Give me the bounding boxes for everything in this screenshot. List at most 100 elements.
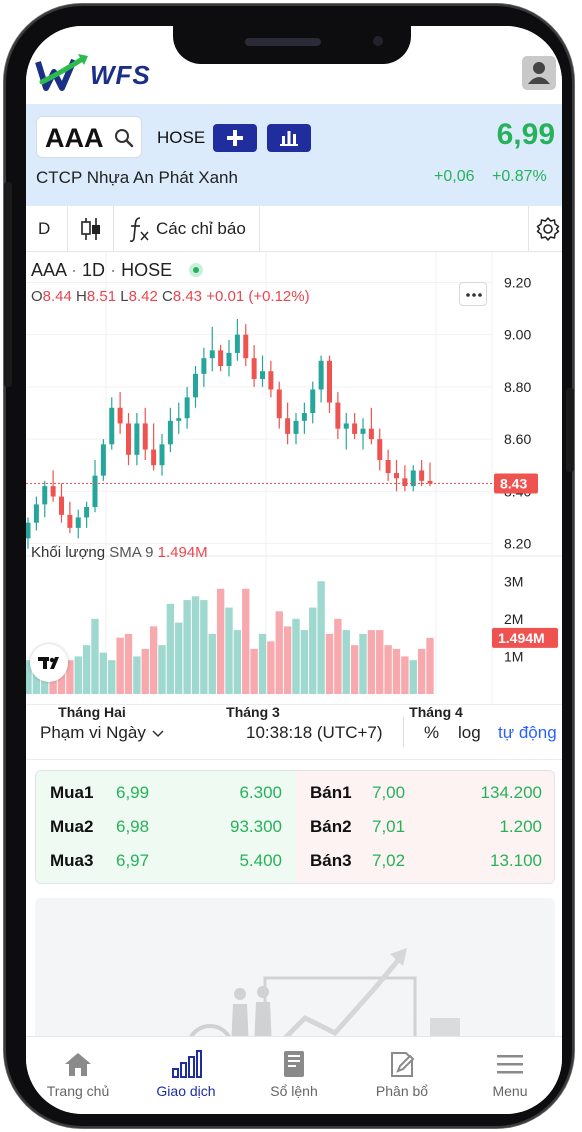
logo-text: WFS <box>90 60 151 90</box>
volume-bar <box>359 633 367 694</box>
chart-settings-button[interactable] <box>528 206 562 252</box>
candle-body <box>243 334 249 359</box>
sell-price: 7,02 <box>372 851 406 870</box>
volume-bar <box>325 633 334 694</box>
indicators-button[interactable]: Các chỉ báo <box>114 206 260 252</box>
indicators-label: Các chỉ báo <box>156 219 246 238</box>
bar-chart-icon <box>172 1050 202 1078</box>
nav-trading[interactable]: Giao dịch <box>134 1037 238 1114</box>
candle-body <box>176 418 182 421</box>
volume-bar <box>376 630 384 694</box>
chevron-down-icon <box>152 730 164 738</box>
volume-side-button <box>4 182 12 387</box>
candle-body <box>427 480 433 484</box>
volume-bar <box>384 645 392 694</box>
tradingview-logo[interactable] <box>30 644 68 682</box>
user-account-button[interactable] <box>522 56 556 90</box>
last-price-badge <box>494 473 538 494</box>
close-label: C <box>161 288 173 305</box>
volume-bar <box>350 645 359 694</box>
order-book: Mua1 6,99 6.300 Mua2 6,98 93.300 Mua3 6,… <box>35 770 555 884</box>
sell-row[interactable]: Bán2 7,01 1.200 <box>296 809 554 843</box>
buy-row[interactable]: Mua2 6,98 93.300 <box>36 809 296 843</box>
candle-body <box>402 478 408 487</box>
buy-side: Mua1 6,99 6.300 Mua2 6,98 93.300 Mua3 6,… <box>36 771 296 883</box>
price-chart[interactable]: 9.209.008.808.608.408.208.43 3M2M1M1.494… <box>26 252 562 720</box>
range-label: Phạm vi Ngày <box>40 723 146 742</box>
exchange-label: HOSE <box>157 128 206 147</box>
range-selector[interactable]: Phạm vi Ngày <box>26 705 176 761</box>
y-tick-label: 9.00 <box>504 327 531 343</box>
volume-bar <box>283 626 292 694</box>
user-icon <box>528 62 550 84</box>
volume-bar <box>208 633 216 694</box>
candle-body <box>352 423 358 434</box>
chart-more-button[interactable] <box>459 282 487 306</box>
buy-volume: 6.300 <box>239 783 282 802</box>
volume-bar <box>342 630 350 694</box>
close-value: 8.43 <box>172 288 203 305</box>
search-icon[interactable] <box>113 127 135 149</box>
candle-body <box>251 358 257 380</box>
candle-body <box>410 470 416 487</box>
home-icon <box>65 1053 91 1076</box>
interval-selector[interactable]: D <box>26 206 68 252</box>
legend-symbol: AAA <box>31 260 67 280</box>
candle-body <box>293 420 299 434</box>
sell-row[interactable]: Bán3 7,02 13.100 <box>296 843 554 877</box>
chart-canvas[interactable]: 9.209.008.808.608.408.208.43 3M2M1M1.494… <box>26 252 562 720</box>
sell-row[interactable]: Bán1 7,00 134.200 <box>296 775 554 809</box>
volume-tick-label: 2M <box>504 611 523 627</box>
candle-body <box>260 371 265 380</box>
candle-body <box>276 389 282 419</box>
ticker-search-box[interactable]: AAA <box>36 116 142 158</box>
volume-bar <box>392 648 401 694</box>
ohlc-readout: O8.44 H8.51 L8.42 C8.43 +0.01 (+0.12%) <box>31 288 310 305</box>
volume-bar <box>267 641 275 694</box>
sell-price: 7,00 <box>372 783 406 802</box>
phone-frame: WFS AAA HOSE <box>4 4 574 1128</box>
nav-label-home: Trang chủ <box>46 1083 110 1099</box>
candle-body <box>75 517 81 528</box>
volume-bar <box>191 596 200 694</box>
auto-scale-toggle[interactable]: tự động <box>498 723 557 742</box>
nav-allocation[interactable]: Phân bổ <box>350 1037 454 1114</box>
volume-bar <box>233 630 242 694</box>
candle-body <box>167 420 173 445</box>
candle-body <box>92 475 98 507</box>
candle-body <box>109 407 115 445</box>
volume-bar <box>175 622 183 694</box>
volume-tick-label: 1M <box>504 648 523 664</box>
price-change: +0,06 <box>434 168 475 185</box>
allocation-icon <box>391 1052 415 1077</box>
buy-level-label: Mua3 <box>50 851 94 870</box>
volume-bar <box>258 633 267 694</box>
y-tick-label: 8.20 <box>504 536 531 552</box>
buy-row[interactable]: Mua3 6,97 5.400 <box>36 843 296 877</box>
candle-body <box>234 334 240 353</box>
volume-tick-label: 3M <box>504 573 523 589</box>
log-scale-toggle[interactable]: log <box>458 723 481 742</box>
volume-bar <box>57 667 66 694</box>
percent-scale-toggle[interactable]: % <box>424 723 440 742</box>
sell-volume: 134.200 <box>480 783 542 802</box>
candle-body <box>59 496 64 515</box>
volume-bar <box>133 656 141 694</box>
chart-view-button[interactable] <box>267 124 311 152</box>
add-watchlist-button[interactable] <box>213 124 257 152</box>
nav-menu[interactable]: Menu <box>458 1037 562 1114</box>
nav-home[interactable]: Trang chủ <box>26 1037 130 1114</box>
nav-order-book[interactable]: Sổ lệnh <box>242 1037 346 1114</box>
high-value: 8.51 <box>86 288 117 305</box>
y-tick-label: 8.60 <box>504 431 531 447</box>
chart-type-button[interactable] <box>68 206 114 252</box>
buy-row[interactable]: Mua1 6,99 6.300 <box>36 775 296 809</box>
volume-bar <box>183 600 191 694</box>
front-camera <box>373 36 383 46</box>
wfs-logo[interactable]: WFS <box>34 52 150 96</box>
chart-range-bar: Phạm vi Ngày 10:38:18 (UTC+7) % log tự đ… <box>26 704 562 760</box>
nav-label-allocation: Phân bổ <box>375 1083 429 1099</box>
buy-volume: 93.300 <box>230 817 282 836</box>
candle-body <box>318 360 324 390</box>
candle-body <box>42 486 48 505</box>
